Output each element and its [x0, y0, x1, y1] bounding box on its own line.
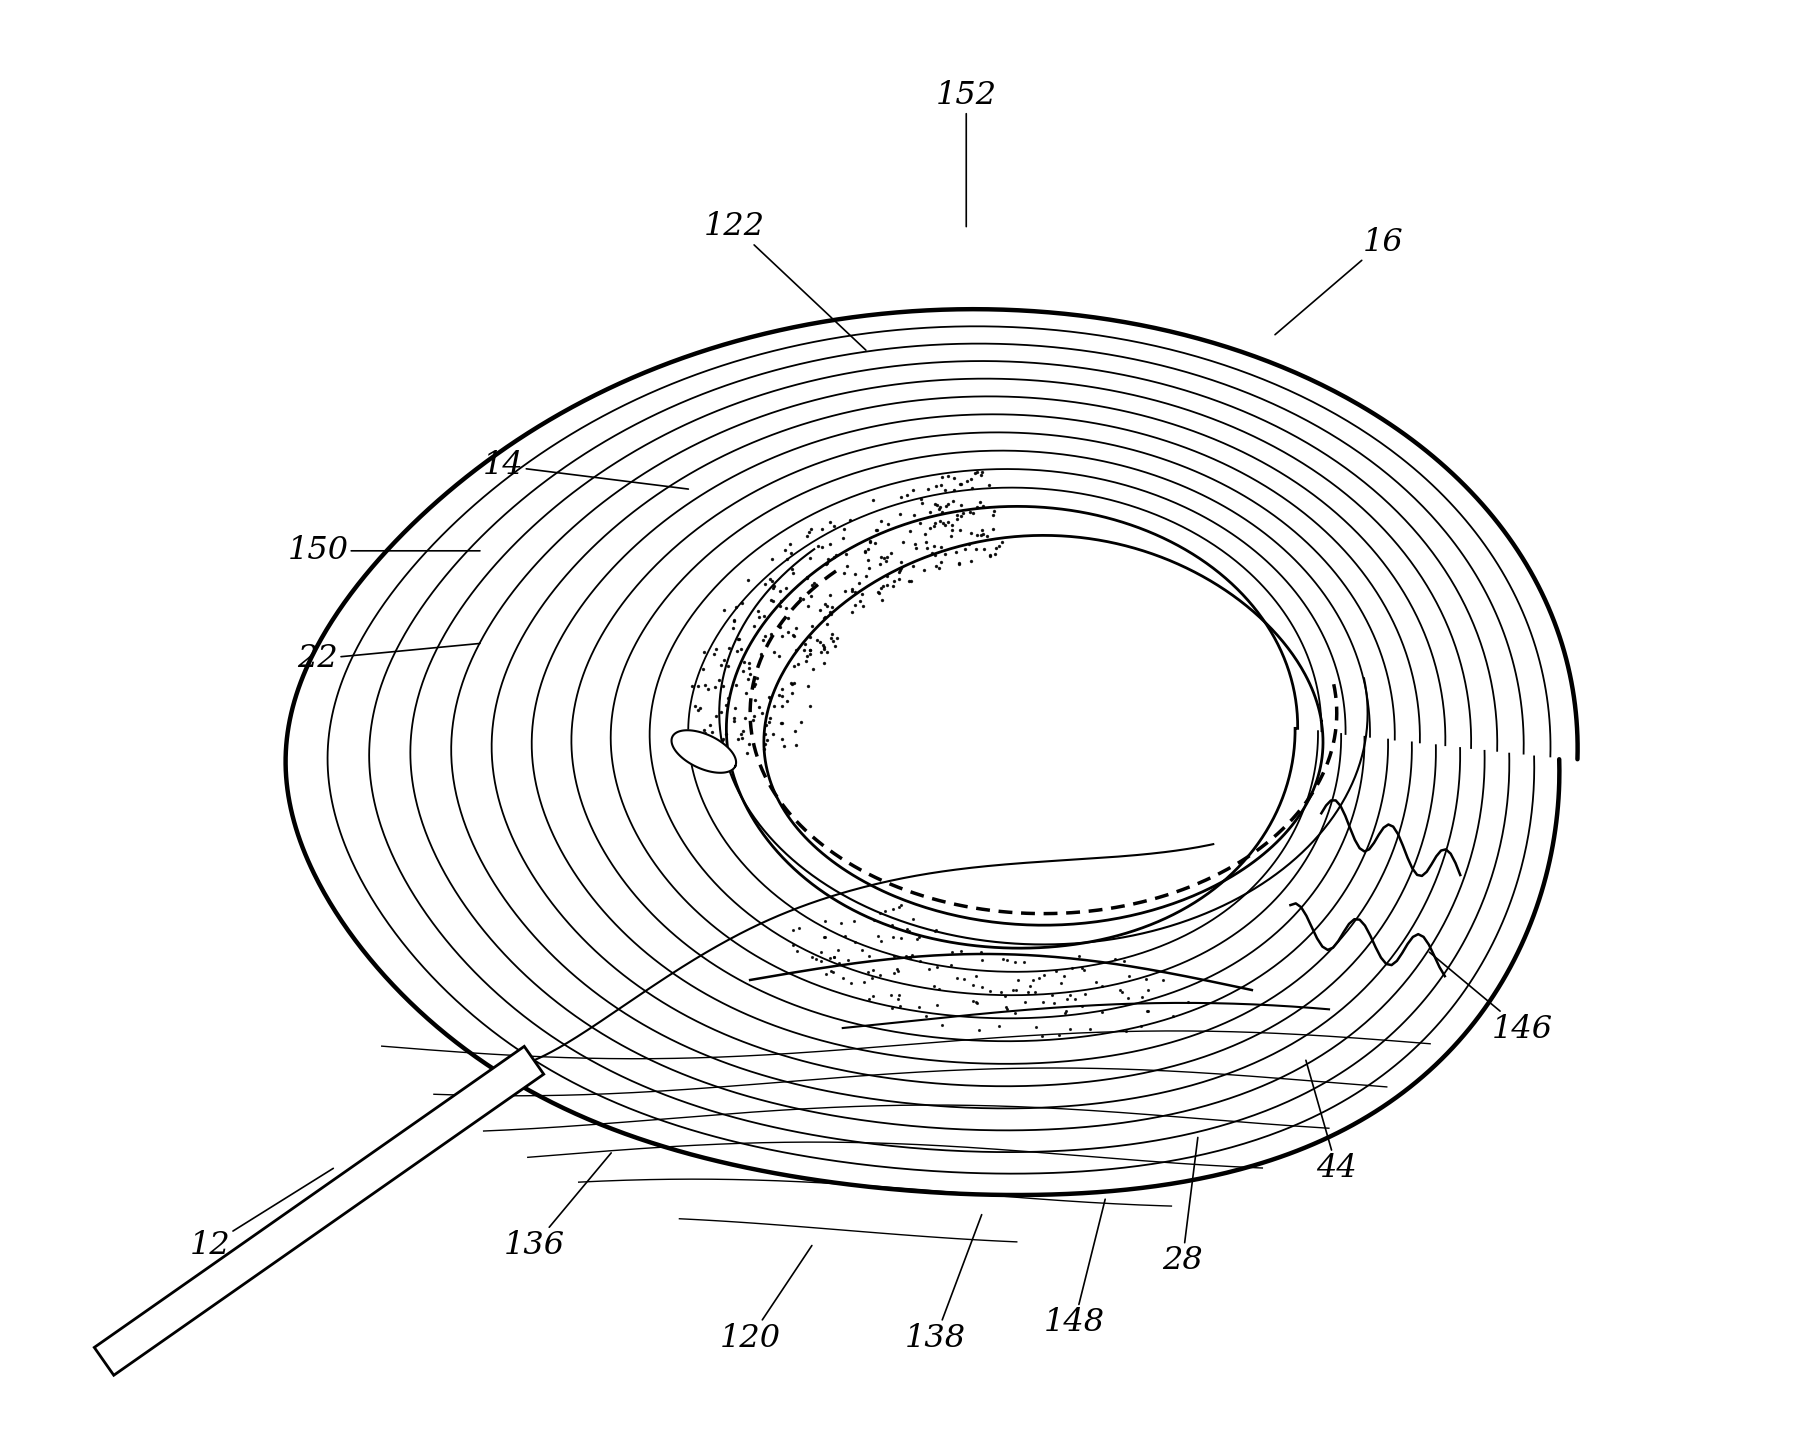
Text: 150: 150	[288, 535, 479, 567]
Text: 16: 16	[1275, 226, 1404, 335]
Text: 14: 14	[483, 451, 689, 490]
Text: 22: 22	[297, 643, 479, 674]
Polygon shape	[94, 1046, 545, 1375]
Text: 138: 138	[904, 1214, 982, 1353]
Text: 120: 120	[720, 1246, 812, 1353]
Text: 148: 148	[1044, 1200, 1105, 1339]
Text: 146: 146	[1429, 952, 1552, 1045]
Text: 152: 152	[935, 80, 997, 226]
Text: 136: 136	[503, 1153, 611, 1261]
Text: 12: 12	[190, 1168, 333, 1261]
Text: 122: 122	[704, 212, 867, 351]
Polygon shape	[671, 730, 736, 772]
Text: 28: 28	[1161, 1137, 1203, 1277]
Text: 44: 44	[1306, 1061, 1357, 1184]
